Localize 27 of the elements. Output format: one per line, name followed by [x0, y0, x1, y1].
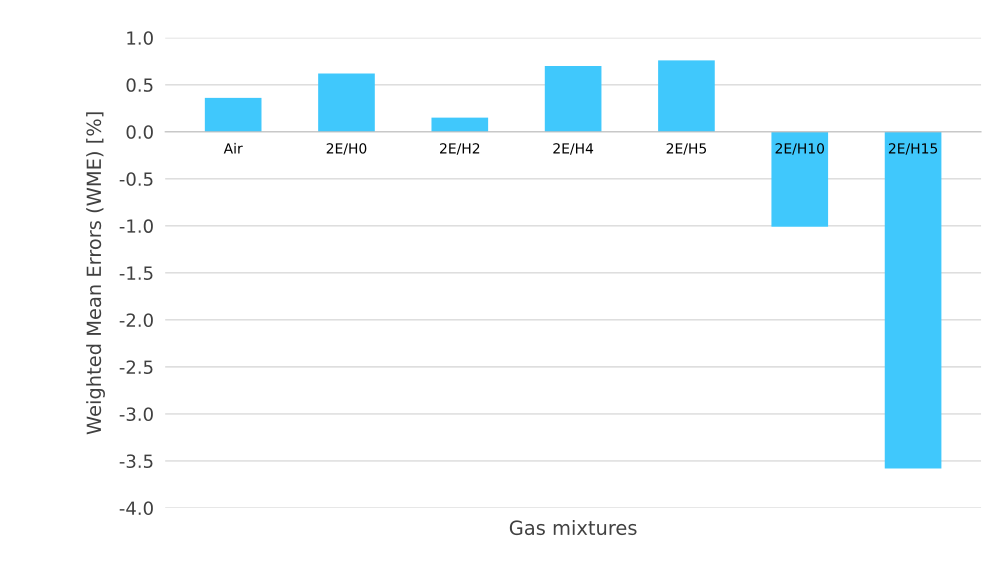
x-axis-title: Gas mixtures: [510, 520, 637, 536]
y-tick-label: -3.0: [120, 407, 153, 422]
x-tick-label: 2E/H4: [553, 143, 594, 155]
y-tick-label: -4.0: [120, 501, 153, 516]
x-tick-label: 2E/H15: [888, 143, 938, 155]
y-tick-label: 1.0: [127, 31, 153, 45]
bar: [431, 118, 488, 132]
x-tick-label: 2E/H0: [326, 143, 366, 155]
y-tick-label: -2.5: [120, 360, 152, 374]
y-tick-label: -1.5: [120, 266, 152, 280]
y-tick-label: -1.0: [120, 219, 153, 233]
x-tick-label: 2E/H2: [440, 143, 480, 155]
y-tick-label: -2.0: [120, 313, 153, 327]
bar: [658, 60, 715, 132]
bar: [544, 66, 602, 132]
y-axis-title: Weighted Mean Errors (WME) [%]: [86, 112, 105, 434]
x-tick-label: Air: [224, 142, 243, 154]
bar: [771, 132, 828, 227]
y-tick-label: 0.0: [126, 125, 153, 139]
y-tick-label: -0.5: [120, 172, 152, 186]
y-tick-label: 0.5: [126, 78, 152, 92]
bar: [884, 132, 942, 468]
x-tick-label: 2E/H5: [666, 143, 706, 155]
x-tick-label: 2E/H10: [776, 143, 824, 155]
bar: [204, 98, 262, 132]
y-tick-label: -3.5: [120, 454, 152, 468]
bar: [318, 73, 375, 132]
